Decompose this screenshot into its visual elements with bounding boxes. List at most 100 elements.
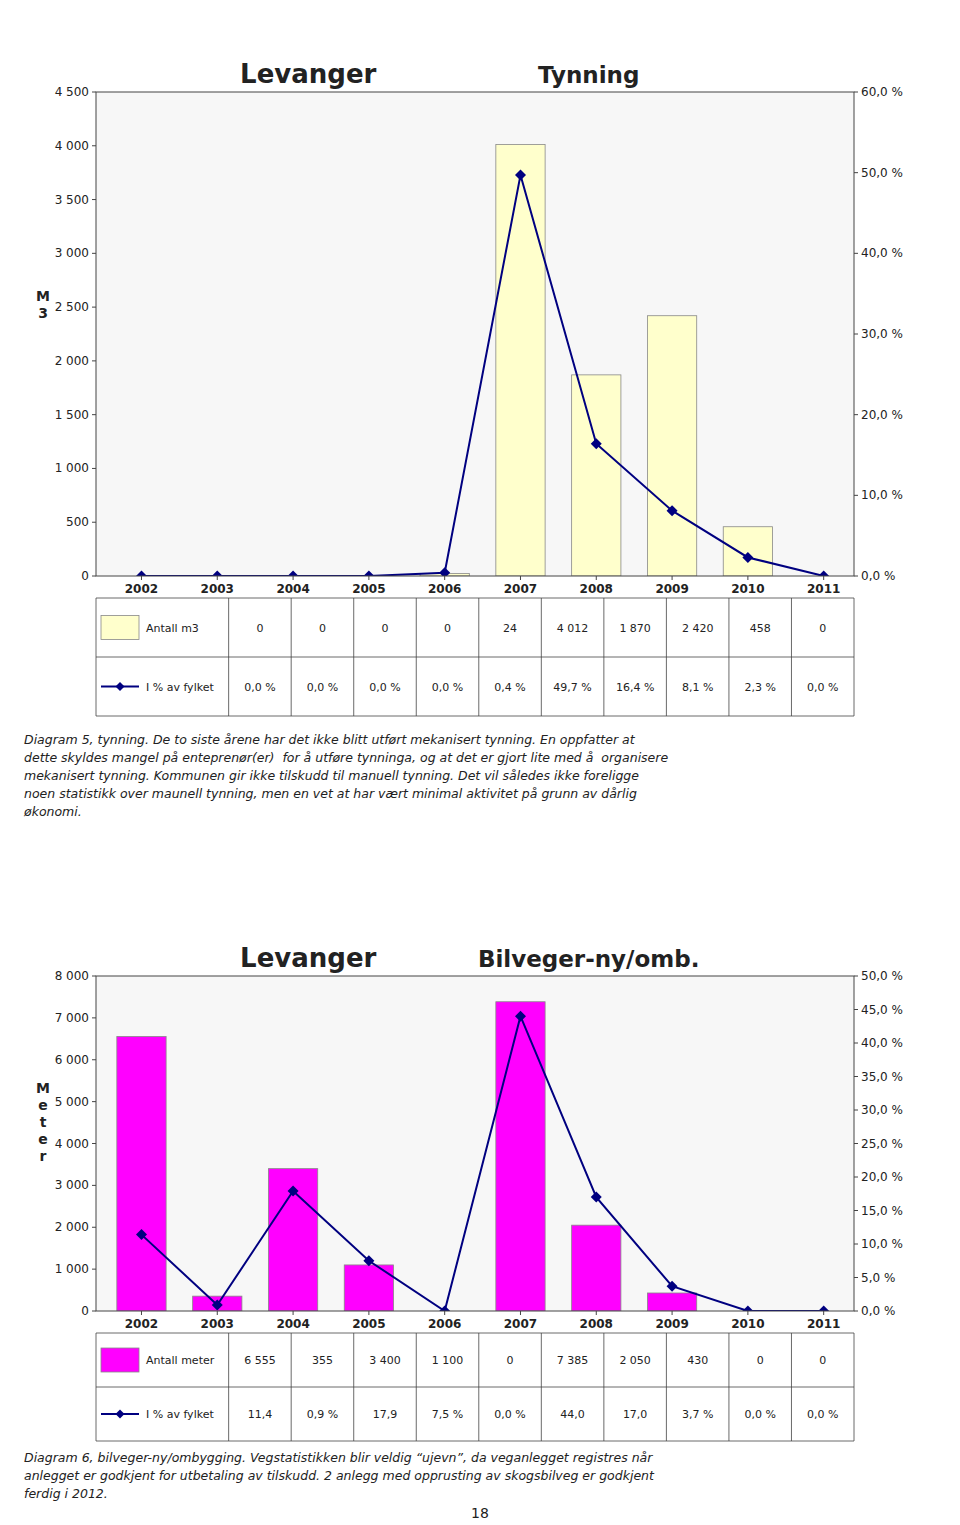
tick: [92, 522, 96, 523]
table-line: [353, 598, 354, 716]
page: LevangerTynning05001 0001 5002 0002 5003…: [0, 0, 960, 1525]
table-cell: 3,7 %: [682, 1408, 713, 1421]
paragraph-line: dette skyldes mangel på enteprenør(er) f…: [24, 750, 668, 765]
table-line: [228, 1333, 229, 1441]
tick-label: 2005: [352, 582, 385, 596]
tick: [92, 976, 96, 977]
table-cell: 44,0: [560, 1408, 585, 1421]
table-cell: 0: [444, 622, 451, 635]
tick-label: 2011: [807, 1317, 840, 1331]
table-line: [96, 598, 854, 599]
tick-label: 2004: [276, 582, 309, 596]
tick: [854, 334, 858, 335]
tick: [854, 1277, 858, 1278]
tick-label: 7 000: [55, 1011, 89, 1025]
bar: [117, 1037, 166, 1311]
tick: [92, 1101, 96, 1102]
tick-label: 2 500: [55, 300, 89, 314]
tick-label: 2 000: [55, 1220, 89, 1234]
tick-label: 2002: [125, 582, 158, 596]
table-line: [96, 1333, 854, 1334]
tick: [444, 1311, 445, 1315]
axis-label-char: M: [36, 288, 50, 304]
line: [141, 175, 823, 576]
tick-label: 2 000: [55, 354, 89, 368]
plot-frame: [96, 976, 854, 1311]
tick-label: 6 000: [55, 1053, 89, 1067]
tick: [92, 1227, 96, 1228]
marker: [742, 1306, 753, 1312]
tick: [92, 199, 96, 200]
table-cell: 4 012: [557, 622, 589, 635]
table-cell: 0,9 %: [307, 1408, 338, 1421]
plot-area: [96, 92, 854, 576]
table-cell: 0,0 %: [744, 1408, 775, 1421]
tick: [854, 172, 858, 173]
line: [141, 1016, 823, 1311]
tick-label: 3 000: [55, 246, 89, 260]
table-line: [791, 1333, 792, 1441]
tick-label: 45,0 %: [861, 1003, 903, 1017]
table-cell: 0,4 %: [494, 681, 525, 694]
marker: [818, 571, 829, 577]
tick-label: 2003: [201, 582, 234, 596]
tick: [823, 576, 824, 580]
tick-label: 1 000: [55, 461, 89, 475]
tick: [854, 414, 858, 415]
table-cell: 11,4: [248, 1408, 273, 1421]
axis-label-char: t: [40, 1114, 47, 1130]
marker: [363, 571, 374, 577]
data-table: Antall m30000244 0121 8702 4204580I % av…: [96, 598, 854, 716]
marker: [667, 505, 678, 516]
table-cell: 0,0 %: [432, 681, 463, 694]
table-line: [854, 598, 855, 716]
tick-label: 10,0 %: [861, 488, 903, 502]
paragraph-line: anlegget er godkjent for utbetaling av t…: [24, 1468, 655, 1483]
marker: [439, 567, 450, 576]
table-cell: 8,1 %: [682, 681, 713, 694]
table-cell: 2 420: [682, 622, 714, 635]
table-line: [603, 598, 604, 716]
tick: [672, 1311, 673, 1315]
plot-frame: [96, 92, 854, 576]
tick-label: 2007: [504, 582, 537, 596]
marker: [742, 552, 753, 563]
table-line: [353, 1333, 354, 1441]
table-cell: 17,0: [623, 1408, 648, 1421]
table-cell: 3 400: [369, 1354, 401, 1367]
axis-label-char: M: [36, 1080, 50, 1096]
table-cell: 17,9: [373, 1408, 398, 1421]
data-table: Antall meter6 5553553 4001 10007 3852 05…: [96, 1333, 854, 1441]
legend-swatch: [101, 616, 139, 640]
tick: [141, 1311, 142, 1315]
table-line: [541, 1333, 542, 1441]
legend-label: Antall m3: [146, 622, 199, 635]
bar: [496, 144, 545, 576]
legend-label: Antall meter: [146, 1354, 215, 1367]
table-cell: 0,0 %: [369, 681, 400, 694]
tick: [92, 360, 96, 361]
axis-label-char: 3: [38, 305, 48, 321]
table-cell: 0,0 %: [307, 681, 338, 694]
tick-label: 2010: [731, 1317, 764, 1331]
table-cell: 49,7 %: [553, 681, 591, 694]
tick-label: 2006: [428, 1317, 461, 1331]
tick: [92, 1017, 96, 1018]
table-cell: 0,0 %: [807, 1408, 838, 1421]
marker: [136, 1229, 147, 1240]
title: Levanger: [240, 943, 376, 973]
tick-label: 0: [81, 1304, 89, 1318]
tick-label: 1 500: [55, 408, 89, 422]
table-line: [478, 1333, 479, 1441]
table-cell: 0,0 %: [494, 1408, 525, 1421]
paragraph-line: ferdig i 2012.: [24, 1486, 108, 1501]
tick-label: 2006: [428, 582, 461, 596]
table-line: [96, 1333, 97, 1441]
tick-label: 50,0 %: [861, 969, 903, 983]
chart: LevangerBilveger-ny/omb.01 0002 0003 000…: [36, 943, 903, 1441]
table-cell: 24: [503, 622, 517, 635]
tick: [854, 92, 858, 93]
tick: [854, 1177, 858, 1178]
tick: [141, 576, 142, 580]
table-cell: 0: [256, 622, 263, 635]
